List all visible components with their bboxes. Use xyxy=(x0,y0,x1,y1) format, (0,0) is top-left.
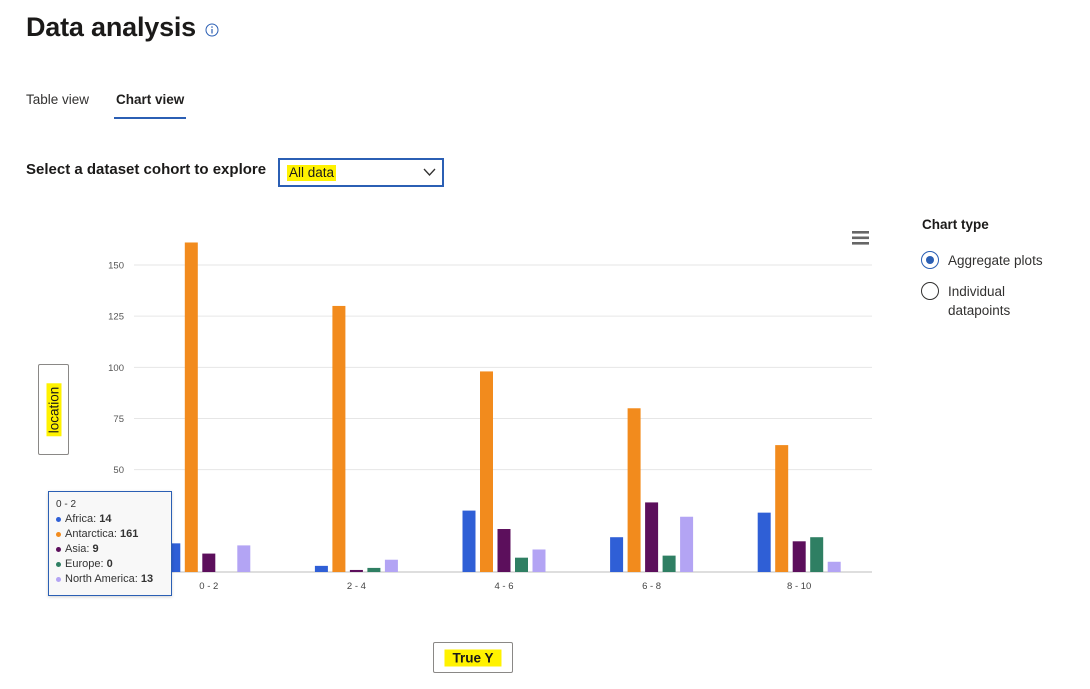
bar[interactable] xyxy=(349,569,363,572)
bar[interactable] xyxy=(184,242,198,572)
bar[interactable] xyxy=(662,555,676,572)
bar[interactable] xyxy=(314,565,328,572)
cohort-dropdown-value: All data xyxy=(287,165,337,181)
bar[interactable] xyxy=(645,502,659,572)
x-tick-label: 6 - 8 xyxy=(642,581,661,592)
y-tick-label: 50 xyxy=(113,465,124,476)
tab-table-view[interactable]: Table view xyxy=(26,92,90,107)
y-axis-label: location xyxy=(46,383,61,436)
legend-dot-icon xyxy=(56,516,61,522)
legend-dot-icon xyxy=(56,546,61,552)
view-tabs: Table view Chart view xyxy=(26,92,211,119)
bar[interactable] xyxy=(515,557,528,572)
chart-type-heading: Chart type xyxy=(922,217,989,232)
tooltip-row: Africa: 14 xyxy=(56,512,171,527)
x-tick-label: 8 - 10 xyxy=(787,581,811,592)
tooltip-header: 0 - 2 xyxy=(56,499,77,510)
bar[interactable] xyxy=(462,510,476,572)
y-tick-label: 100 xyxy=(108,363,124,374)
tooltip-row: Antarctica: 161 xyxy=(56,527,171,542)
bar[interactable] xyxy=(497,529,511,572)
x-axis-selector-button[interactable]: True Y xyxy=(433,642,513,673)
bar[interactable] xyxy=(610,537,624,572)
bar[interactable] xyxy=(792,541,806,572)
bar[interactable] xyxy=(384,559,398,572)
radio-aggregate-plots[interactable]: Aggregate plots xyxy=(921,251,1043,270)
bar[interactable] xyxy=(627,408,641,572)
tooltip-series-value: 0 xyxy=(106,558,113,570)
cohort-select-label: Select a dataset cohort to explore xyxy=(26,161,267,178)
bar[interactable] xyxy=(332,305,346,572)
radio-label: Aggregate plots xyxy=(948,253,1043,268)
x-tick-label: 4 - 6 xyxy=(494,581,513,592)
page-header: Data analysis xyxy=(26,12,219,43)
x-tick-label: 0 - 2 xyxy=(199,581,218,592)
info-icon[interactable] xyxy=(205,23,219,37)
tooltip-series-name: Asia xyxy=(65,543,87,555)
chart-menu-icon[interactable] xyxy=(852,231,869,245)
radio-button[interactable] xyxy=(921,282,939,300)
y-axis-selector-button[interactable]: location xyxy=(38,364,69,455)
page-title: Data analysis xyxy=(26,12,196,42)
tooltip-series-name: Africa xyxy=(65,513,94,525)
bar-chart: 50 75 100 125 150 0 - 2 2 - 4 4 - 6 6 - 8 8 - 10 xyxy=(108,242,872,592)
x-axis-label: True Y xyxy=(444,649,502,666)
bar[interactable] xyxy=(757,512,771,572)
tooltip-series-name: Antarctica xyxy=(65,528,114,540)
bar[interactable] xyxy=(480,371,493,572)
y-tick-label: 75 xyxy=(113,414,124,425)
bar[interactable] xyxy=(202,553,216,572)
legend-dot-icon xyxy=(56,531,61,537)
bar[interactable] xyxy=(827,561,841,572)
bar[interactable] xyxy=(532,549,546,572)
legend-dot-icon xyxy=(56,576,61,582)
tooltip-series-value: 14 xyxy=(99,513,112,525)
y-tick-label: 150 xyxy=(108,261,124,272)
tooltip-row: Europe: 0 xyxy=(56,557,171,572)
tab-chart-view[interactable]: Chart view xyxy=(114,92,187,119)
chart-tooltip: 0 - 2 Africa: 14 Antarctica: 161 Asia: 9… xyxy=(48,491,172,596)
tooltip-series-value: 161 xyxy=(120,528,139,540)
tooltip-series-name: North America xyxy=(65,573,135,585)
cohort-dropdown[interactable]: All data xyxy=(278,158,444,187)
tooltip-series-value: 9 xyxy=(92,543,99,555)
bar[interactable] xyxy=(237,545,251,572)
y-tick-label: 125 xyxy=(108,312,124,323)
tooltip-series-name: Europe xyxy=(65,558,101,570)
tooltip-row: Asia: 9 xyxy=(56,542,171,557)
bar[interactable] xyxy=(680,516,694,572)
chevron-down-icon xyxy=(423,168,436,176)
x-tick-label: 2 - 4 xyxy=(347,581,366,592)
tooltip-row: North America: 13 xyxy=(56,572,171,587)
radio-label: Individual datapoints xyxy=(948,284,1011,318)
radio-button-checked[interactable] xyxy=(921,251,939,269)
legend-dot-icon xyxy=(56,561,61,567)
radio-individual-datapoints[interactable]: Individual datapoints xyxy=(921,282,1028,320)
bar[interactable] xyxy=(775,445,789,572)
tooltip-series-value: 13 xyxy=(140,573,154,585)
bar[interactable] xyxy=(367,567,381,572)
bar[interactable] xyxy=(810,537,824,572)
